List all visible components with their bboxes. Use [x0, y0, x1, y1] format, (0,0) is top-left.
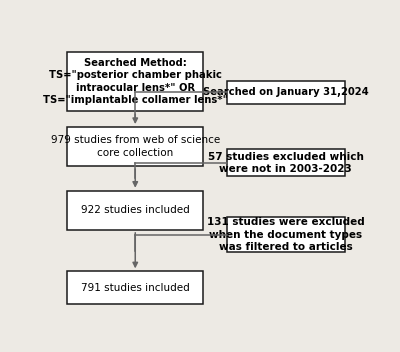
- FancyBboxPatch shape: [67, 191, 204, 230]
- Text: 57 studies excluded which
were not in 2003-2023: 57 studies excluded which were not in 20…: [208, 152, 364, 174]
- Text: 791 studies included: 791 studies included: [81, 283, 190, 293]
- FancyBboxPatch shape: [227, 149, 344, 176]
- FancyBboxPatch shape: [227, 81, 344, 104]
- FancyBboxPatch shape: [67, 52, 204, 111]
- Text: Searched Method:
TS="posterior chamber phakic
intraocular lens*" OR
TS="implanta: Searched Method: TS="posterior chamber p…: [43, 58, 228, 105]
- Text: Searched on January 31,2024: Searched on January 31,2024: [203, 87, 368, 98]
- FancyBboxPatch shape: [227, 217, 344, 252]
- Text: 979 studies from web of science
core collection: 979 studies from web of science core col…: [51, 136, 220, 158]
- Text: 922 studies included: 922 studies included: [81, 205, 190, 215]
- FancyBboxPatch shape: [67, 271, 204, 304]
- Text: 131 studies were excluded
when the document types
was filtered to articles: 131 studies were excluded when the docum…: [207, 217, 364, 252]
- FancyBboxPatch shape: [67, 127, 204, 166]
